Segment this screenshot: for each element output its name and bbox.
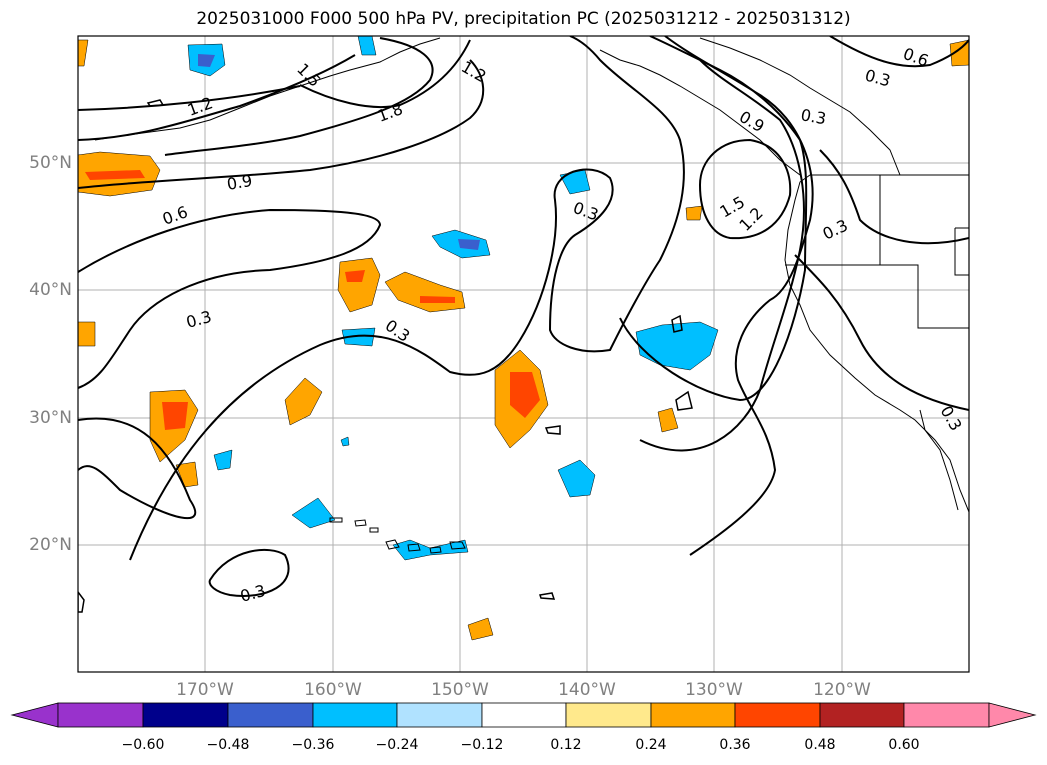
lat-label: 40°N [29, 280, 72, 300]
lon-label: 140°W [558, 680, 616, 700]
colorbar-bin [142, 702, 229, 728]
lon-label: 160°W [304, 680, 362, 700]
precip-negative-blob [213, 449, 233, 471]
precip-positive-blob [284, 377, 323, 426]
lon-label: 170°W [176, 680, 234, 700]
contour-label: 0.3 [799, 105, 827, 128]
precip-positive-blob [337, 257, 381, 313]
contour-label: 0.9 [225, 171, 253, 194]
precip-positive-blob [685, 205, 703, 221]
colorbar-tick-label: 0.24 [635, 737, 667, 753]
precip-strong-negative [198, 54, 215, 67]
colorbar-tick-label: −0.12 [460, 737, 504, 753]
precip-positive-blob [78, 39, 89, 67]
precip-positive-blob [949, 39, 969, 67]
precip-strong-negative [458, 239, 480, 250]
precip-negative-blob [341, 327, 376, 347]
precip-negative-blob [291, 497, 336, 529]
lon-label: 150°W [431, 680, 489, 700]
precip-negative-blob [357, 36, 377, 56]
contour-label: 1.2 [185, 93, 215, 120]
precipitation-shading [78, 36, 969, 641]
colorbar-bin [650, 702, 736, 728]
colorbar-tick-label: 0.36 [719, 737, 751, 753]
colorbar-bin [481, 702, 567, 728]
precip-core-blob [162, 402, 188, 430]
precip-positive-blob [657, 407, 679, 433]
map-title: 2025031000 F000 500 hPa PV, precipitatio… [196, 9, 851, 29]
islands [329, 517, 466, 554]
colorbar-tick-label: 0.48 [804, 737, 836, 753]
colorbar-bin [565, 702, 652, 728]
lat-label: 50°N [29, 153, 72, 173]
precip-core-blob [345, 270, 365, 282]
colorbar-tick-label: −0.36 [291, 737, 335, 753]
precip-core-blob [510, 372, 540, 418]
colorbar-bin [227, 702, 314, 728]
precip-negative-blob [635, 321, 719, 371]
contour-label: 0.3 [863, 66, 893, 91]
coastlines [94, 37, 969, 513]
contour-label: 1.2 [458, 57, 490, 86]
lat-label: 30°N [29, 408, 72, 428]
graticule [78, 36, 969, 672]
contour-label: 0.3 [238, 581, 268, 606]
lon-label: 130°W [685, 680, 743, 700]
colorbar-tick-label: 0.60 [888, 737, 920, 753]
map-frame [77, 35, 970, 673]
contour-label: 0.3 [937, 403, 966, 435]
contour-label: 0.9 [736, 107, 768, 136]
contour-label: 0.3 [820, 216, 851, 244]
precip-negative-blob [340, 436, 350, 447]
precip-positive-blob [384, 271, 466, 313]
colorbar-tick-label: −0.60 [121, 737, 165, 753]
colorbar-bin [396, 702, 483, 728]
contour-label: 0.3 [382, 316, 414, 346]
precip-core-blob [420, 296, 455, 303]
precip-positive-blob [78, 321, 96, 347]
pv-contours [78, 36, 969, 613]
precip-negative-blob [557, 459, 596, 498]
colorbar [10, 702, 1037, 728]
precip-core-blob [85, 170, 145, 180]
colorbar-tick-label: −0.24 [375, 737, 419, 753]
colorbar-tick-label: −0.48 [206, 737, 250, 753]
colorbar-extend-left [10, 702, 59, 728]
precip-positive-blob [467, 617, 494, 641]
colorbar-bin [819, 702, 905, 728]
contour-label: 1.8 [375, 99, 405, 126]
colorbar-bin [312, 702, 398, 728]
colorbar-bin [903, 702, 990, 728]
colorbar-bin [734, 702, 821, 728]
lon-label: 120°W [813, 680, 871, 700]
colorbar-tick-label: 0.12 [550, 737, 582, 753]
lat-label: 20°N [29, 535, 72, 555]
colorbar-bin [57, 702, 144, 728]
precip-negative-blob [559, 169, 591, 195]
colorbar-extend-right [988, 702, 1037, 728]
contour-label: 0.3 [184, 307, 214, 332]
contour-labels: 1.5 1.2 1.2 1.8 0.9 0.6 0.3 0.3 0.3 0.3 … [160, 44, 966, 606]
